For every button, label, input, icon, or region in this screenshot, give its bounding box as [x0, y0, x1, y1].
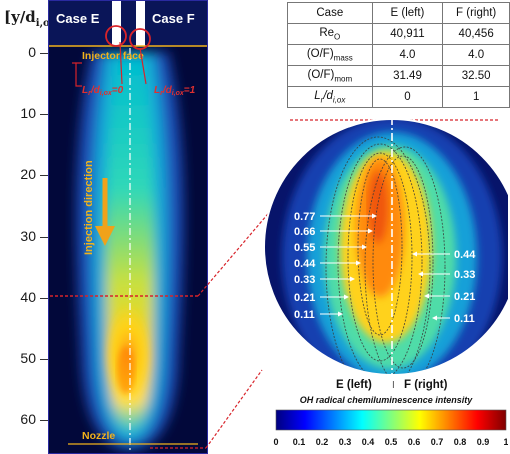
y-tick-label: 50: [20, 350, 36, 366]
y-tick-label: 10: [20, 105, 36, 122]
colorbar-tick-label: 0.7: [431, 437, 444, 447]
zoom-left-label: 0.55: [294, 242, 315, 254]
table-row: (O/F)mass 4.0 4.0: [287, 44, 510, 66]
case-f-label: Case F: [152, 11, 195, 26]
colorbar-tick-label: 0.6: [408, 437, 421, 447]
colorbar-tick-label: 0: [273, 437, 278, 447]
y-tick-mark: [40, 114, 48, 116]
zoom-left-label: 0.44: [294, 258, 316, 270]
y-tick-label: 60: [20, 411, 36, 428]
zoom-caption: E (left) I F (right): [336, 379, 448, 391]
table-header-row: Case E (left) F (right): [287, 2, 510, 24]
colorbar-bar: [275, 409, 507, 431]
y-tick-label: 20: [20, 166, 36, 183]
caption-right: F (right): [404, 379, 448, 391]
colorbar-tick-label: 0.5: [385, 437, 398, 447]
zoom-left-arrowhead: [344, 294, 349, 300]
y-tick-mark: [40, 236, 48, 238]
colorbar-tick-label: 0.1: [293, 437, 306, 447]
y-tick-label: 0: [28, 44, 36, 60]
left-injector-highlight: [105, 25, 127, 47]
zoom-left-labels: 0.77 0.66 0.55 0.44 0.33 0.21 0.11: [294, 211, 377, 321]
caption-separator: I: [392, 380, 395, 391]
colorbar-ticks: 0 0.1 0.2 0.3 0.4 0.5 0.6 0.7 0.8 0.9 1: [273, 437, 508, 447]
zoom-right-label: 0.21: [454, 291, 475, 303]
colorbar-tick-label: 0.4: [362, 437, 375, 447]
zoom-left-label: 0.21: [294, 292, 315, 304]
colorbar-tick-label: 0.9: [477, 437, 490, 447]
zoom-left-label: 0.11: [294, 309, 315, 321]
y-tick-mark: [40, 53, 48, 54]
zoom-left-label: 0.77: [294, 211, 315, 223]
colorbar-tick-label: 0.8: [454, 437, 467, 447]
right-injector-post: [136, 0, 145, 46]
colorbar-tick-label: 1: [503, 437, 508, 447]
zoom-right-label: 0.44: [454, 249, 476, 261]
zoom-right-labels: 0.44 0.33 0.21 0.11: [412, 249, 476, 325]
parameters-table: Case E (left) F (right) ReO 40,911 40,456…: [287, 2, 510, 108]
zoom-left-arrowhead: [368, 228, 373, 234]
zoom-left-arrowhead: [338, 311, 343, 317]
zoom-left-label: 0.66: [294, 226, 315, 238]
lr-left-label: Lr/di,ox=0: [82, 85, 124, 97]
zoom-left-arrowhead: [362, 244, 367, 250]
zoom-left-arrowhead: [372, 213, 377, 219]
nozzle-label: Nozzle: [82, 430, 115, 442]
y-tick-mark: [40, 359, 48, 360]
zoom-right-label: 0.33: [454, 269, 475, 281]
y-tick-label: 40: [20, 288, 36, 305]
zoom-right-arrowhead: [432, 315, 437, 321]
zoom-left-arrowhead: [350, 276, 355, 282]
colorbar-tick-label: 0.2: [316, 437, 329, 447]
colorbar: OH radical chemiluminescence intensity 0…: [273, 395, 508, 447]
zoom-right-arrowhead: [412, 251, 417, 257]
injector-face-label: Injector face: [82, 50, 144, 62]
y-tick-mark: [40, 420, 48, 422]
zoom-view: 0.77 0.66 0.55 0.44 0.33 0.21 0.11 0.44 0.33 0.2…: [263, 118, 508, 376]
y-tick-mark: [40, 297, 48, 299]
table-row: (O/F)mom 31.49 32.50: [287, 65, 510, 87]
case-e-label: Case E: [56, 11, 100, 26]
table-row: ReO 40,911 40,456: [287, 23, 510, 45]
y-tick-mark: [40, 175, 48, 177]
colorbar-tick-label: 0.3: [339, 437, 352, 447]
zoom-right-label: 0.11: [454, 313, 475, 325]
left-injector-post: [112, 0, 121, 46]
y-tick-label: 30: [20, 227, 36, 244]
zoom-left-arrowhead: [356, 260, 361, 266]
flame-panel: Case E Case F Injector face Lr/di,ox=0 L…: [48, 0, 208, 454]
injection-direction-label: Injection direction: [83, 160, 95, 255]
zoom-right-arrowhead: [424, 293, 429, 299]
zoom-left-label: 0.33: [294, 274, 315, 286]
caption-left: E (left): [336, 379, 372, 391]
zoom-right-arrowhead: [418, 271, 423, 277]
colorbar-title: OH radical chemiluminescence intensity: [300, 395, 474, 405]
lr-right-label: Lr/di,ox=1: [154, 85, 196, 97]
